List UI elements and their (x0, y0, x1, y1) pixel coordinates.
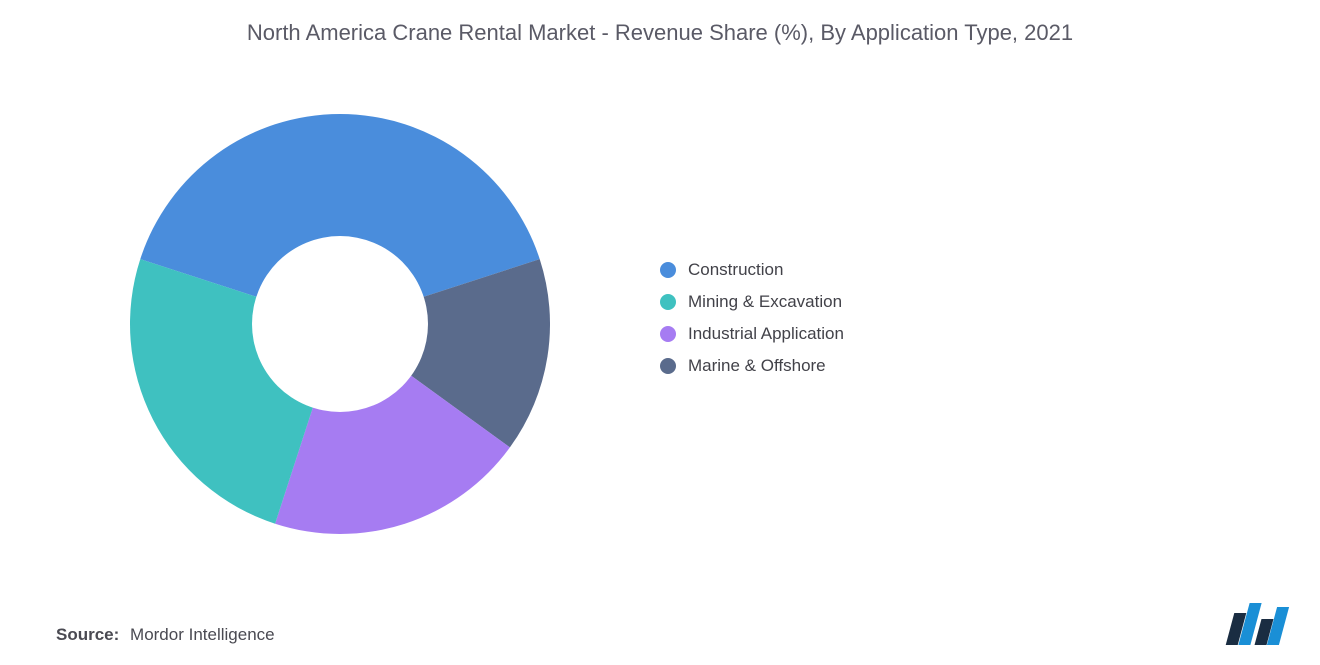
source-value: Mordor Intelligence (130, 625, 275, 644)
legend-swatch-icon (660, 358, 676, 374)
source-attribution: Source: Mordor Intelligence (56, 625, 275, 645)
legend-label: Mining & Excavation (688, 292, 842, 312)
chart-body: Construction Mining & Excavation Industria… (0, 56, 1320, 593)
legend-item: Industrial Application (660, 324, 1260, 344)
donut-wrap (60, 114, 620, 534)
donut-chart (130, 114, 550, 534)
source-label: Source: (56, 625, 119, 644)
chart-title: North America Crane Rental Market - Reve… (0, 0, 1320, 56)
legend-label: Industrial Application (688, 324, 844, 344)
legend-label: Construction (688, 260, 783, 280)
legend-swatch-icon (660, 262, 676, 278)
legend: Construction Mining & Excavation Industria… (620, 260, 1260, 388)
legend-label: Marine & Offshore (688, 356, 826, 376)
legend-swatch-icon (660, 294, 676, 310)
mordor-logo-icon (1230, 603, 1284, 645)
legend-swatch-icon (660, 326, 676, 342)
donut-hole (252, 236, 428, 412)
footer: Source: Mordor Intelligence (0, 593, 1320, 665)
chart-container: North America Crane Rental Market - Reve… (0, 0, 1320, 665)
legend-item: Construction (660, 260, 1260, 280)
legend-item: Mining & Excavation (660, 292, 1260, 312)
legend-item: Marine & Offshore (660, 356, 1260, 376)
